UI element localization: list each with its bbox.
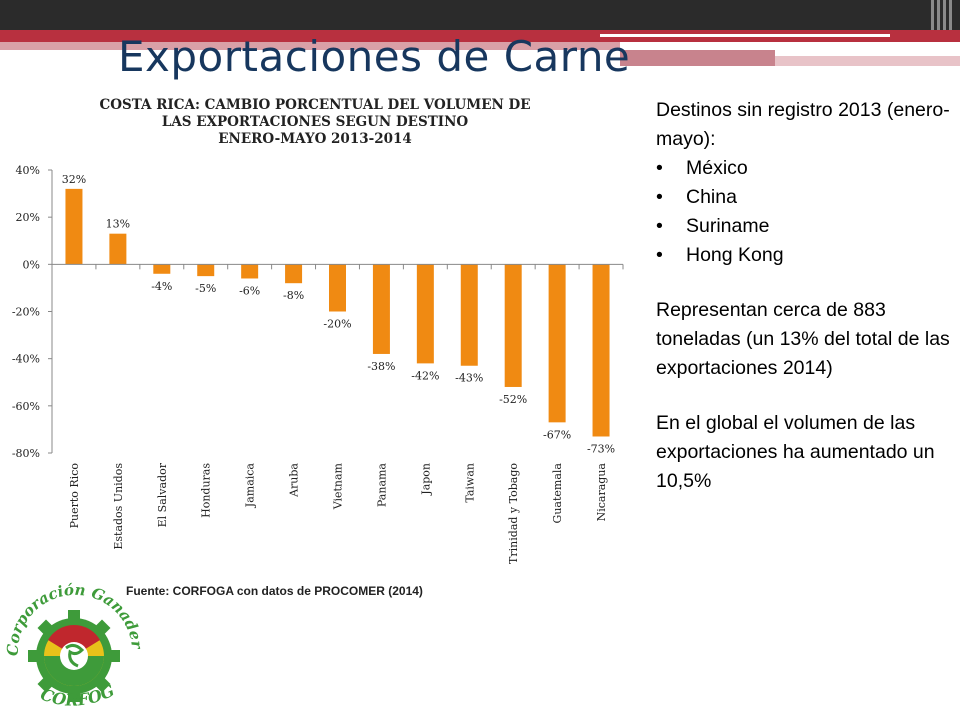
category-label: Taiwan xyxy=(463,463,476,503)
data-label: -38% xyxy=(367,360,395,373)
category-label: Puerto Rico xyxy=(68,463,81,529)
chart-title-line-3: ENERO-MAYO 2013-2014 xyxy=(218,131,412,147)
chart-title: COSTA RICA: CAMBIO PORCENTUAL DEL VOLUME… xyxy=(40,97,590,148)
slide-title: Exportaciones de Carne xyxy=(118,32,631,81)
top-band-stripes xyxy=(931,0,952,30)
destination-item: México xyxy=(656,154,956,183)
bar-chart: 40% 20% 0% -20% -40% -60% -80% 32% Puerto Rico 13… xyxy=(12,164,624,564)
category-label: Guatemala xyxy=(551,463,564,524)
top-decorative-band xyxy=(0,0,960,30)
data-label: -4% xyxy=(151,280,172,293)
data-label: -67% xyxy=(543,428,571,441)
category-label: Panama xyxy=(375,463,388,508)
destination-item: China xyxy=(656,183,956,212)
data-label: -73% xyxy=(587,442,615,455)
chart-title-line-2: LAS EXPORTACIONES SEGUN DESTINO xyxy=(161,114,469,130)
bar xyxy=(416,264,434,364)
side-panel: Destinos sin registro 2013 (enero-mayo):… xyxy=(656,96,956,496)
source-note: Fuente: CORFOGA con datos de PROCOMER (2… xyxy=(126,584,423,598)
destination-item: Suriname xyxy=(656,212,956,241)
data-label: -20% xyxy=(323,318,351,331)
pink-decorative-strip xyxy=(0,42,620,50)
category-label: Trinidad y Tobago xyxy=(507,463,520,564)
data-label: -8% xyxy=(283,289,304,302)
bar xyxy=(592,264,610,437)
y-tick-label: 0% xyxy=(23,258,40,271)
side-panel-paragraph-2: En el global el volumen de las exportaci… xyxy=(656,412,935,492)
side-panel-heading: Destinos sin registro 2013 (enero-mayo): xyxy=(656,99,950,150)
bar xyxy=(109,233,127,265)
bar xyxy=(285,264,303,284)
bar xyxy=(504,264,522,387)
data-label: 32% xyxy=(62,173,86,186)
category-label: Estados Unidos xyxy=(112,463,125,550)
corfoga-logo: Corporación Ganadera CORFOGA xyxy=(4,578,142,710)
bar xyxy=(153,264,171,274)
category-label: Aruba xyxy=(288,463,301,498)
side-panel-paragraph-1: Representan cerca de 883 toneladas (un 1… xyxy=(656,299,950,379)
data-label: 13% xyxy=(106,218,130,231)
bar xyxy=(460,264,478,366)
destinations-list: México China Suriname Hong Kong xyxy=(656,154,956,270)
bar xyxy=(197,264,215,277)
category-label: Jamaica xyxy=(244,463,257,509)
y-tick-label: -20% xyxy=(12,306,40,319)
chart-title-line-1: COSTA RICA: CAMBIO PORCENTUAL DEL VOLUME… xyxy=(99,97,531,113)
bar xyxy=(548,264,566,423)
y-tick-label: -60% xyxy=(12,400,40,413)
category-label: Vietnam xyxy=(332,462,345,510)
data-label: -52% xyxy=(499,393,527,406)
data-label: -5% xyxy=(195,282,216,295)
y-tick-label: -80% xyxy=(12,447,40,460)
category-label: El Salvador xyxy=(156,462,169,527)
pink-decorative-strip-2 xyxy=(620,50,775,66)
gear-icon xyxy=(28,610,120,702)
category-label: Japon xyxy=(419,463,432,496)
bar xyxy=(241,264,259,279)
category-label: Nicaragua xyxy=(595,463,608,522)
pink-decorative-strip-3 xyxy=(775,56,960,66)
data-label: -43% xyxy=(455,372,483,385)
data-label: -42% xyxy=(411,369,439,382)
bar xyxy=(65,188,83,265)
y-tick-label: 20% xyxy=(16,211,40,224)
data-label: -6% xyxy=(239,284,260,297)
red-decorative-strip xyxy=(0,30,960,42)
bar xyxy=(372,264,390,354)
category-label: Honduras xyxy=(200,463,213,518)
bar xyxy=(329,264,346,312)
y-tick-label: 40% xyxy=(16,164,40,177)
y-tick-label: -40% xyxy=(12,353,40,366)
destination-item: Hong Kong xyxy=(656,241,956,270)
